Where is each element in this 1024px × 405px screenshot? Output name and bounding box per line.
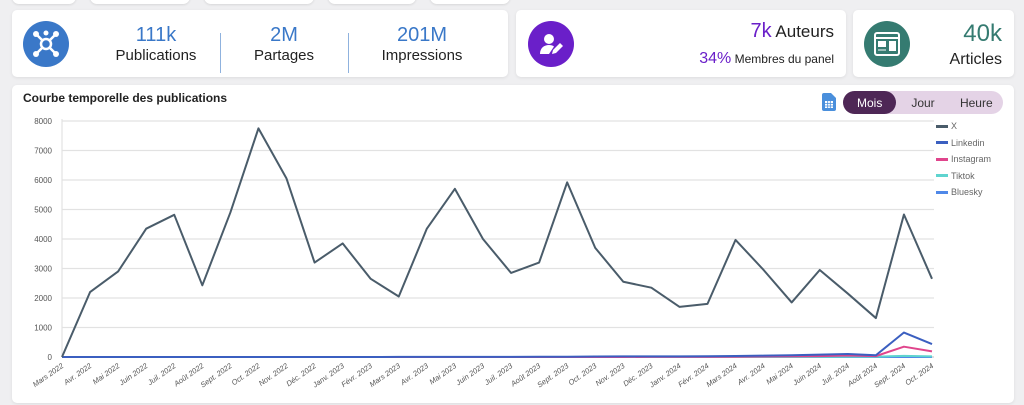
x-tick-label: Mars 2022 — [31, 361, 66, 389]
y-tick-label: 6000 — [34, 176, 52, 185]
stat-impressions: 201M Impressions — [362, 24, 482, 64]
toggle-heure[interactable]: Heure — [959, 95, 993, 110]
x-tick-label: Mars 2023 — [368, 361, 403, 389]
x-tick-label: Juin 2024 — [790, 361, 823, 388]
authors-card: 7k Auteurs 34% Membres du panel — [516, 10, 846, 77]
x-tick-label: Nov. 2022 — [257, 361, 290, 388]
stat-value: 111k — [135, 24, 177, 46]
stat-label: Partages — [253, 47, 315, 64]
top-tab[interactable] — [90, 0, 190, 4]
legend-label: Instagram — [951, 154, 992, 165]
top-tab[interactable] — [328, 0, 416, 4]
x-tick-label: Juin 2023 — [453, 361, 486, 388]
legend-label: X — [951, 121, 958, 132]
top-tab[interactable] — [430, 0, 510, 4]
stat-partages: 2M Partages — [224, 24, 344, 64]
toggle-jour[interactable]: Jour — [911, 95, 935, 110]
y-tick-label: 2000 — [34, 294, 52, 303]
articles-label: Articles — [949, 51, 1002, 68]
legend-item[interactable]: Tiktok — [936, 168, 991, 185]
x-tick-label: Sept. 2022 — [199, 361, 235, 390]
chart-legend: X Linkedin Instagram Tiktok Bluesky — [936, 118, 991, 201]
stat-label: Impressions — [381, 47, 463, 64]
x-tick-label: Mai 2022 — [91, 361, 122, 387]
x-tick-label: Juin 2022 — [117, 361, 150, 388]
y-tick-label: 4000 — [34, 235, 52, 244]
x-tick-label: Avr. 2023 — [398, 361, 431, 388]
chart-card — [12, 85, 1014, 403]
top-tab[interactable] — [12, 0, 76, 4]
stat-value: 201M — [396, 24, 448, 46]
legend-swatch — [936, 157, 948, 161]
x-tick-label: Mai 2024 — [764, 361, 794, 386]
legend-swatch — [936, 190, 948, 194]
publications-stats-card: 111k Publications 2M Partages 201M Impressi… — [12, 10, 508, 77]
legend-swatch — [936, 124, 948, 128]
user-edit-icon — [528, 21, 574, 67]
x-tick-label: Oct. 2024 — [903, 361, 935, 387]
stat-label: Publications — [115, 47, 197, 64]
articles-card: 40k Articles — [853, 10, 1014, 77]
stat-publications: 111k Publications — [96, 24, 216, 64]
legend-item[interactable]: Linkedin — [936, 135, 991, 152]
y-tick-label: 3000 — [34, 265, 52, 274]
legend-item[interactable]: Bluesky — [936, 184, 991, 201]
x-tick-label: Avr. 2022 — [61, 361, 94, 388]
legend-swatch — [936, 141, 948, 145]
panel-percent: 34% — [699, 50, 732, 67]
legend-swatch — [936, 174, 948, 178]
authors-label: Auteurs — [775, 22, 834, 41]
legend-label: Linkedin — [951, 137, 985, 148]
legend-item[interactable]: X — [936, 118, 991, 135]
granularity-toggle: Mois Jour Heure — [843, 91, 1003, 114]
divider — [220, 33, 221, 73]
x-tick-label: Mars 2024 — [705, 361, 739, 389]
x-tick-label: Sept. 2024 — [872, 361, 907, 389]
export-spreadsheet-icon[interactable] — [822, 93, 836, 116]
y-tick-label: 1000 — [34, 324, 52, 333]
legend-label: Bluesky — [951, 187, 983, 198]
divider — [348, 33, 349, 73]
y-tick-label: 8000 — [34, 117, 52, 126]
y-tick-label: 7000 — [34, 147, 52, 156]
x-tick-label: Févr. 2024 — [676, 361, 710, 389]
panel-line: 34% Membres du panel — [699, 50, 834, 68]
x-tick-label: Janv. 2023 — [310, 361, 346, 390]
y-tick-label: 5000 — [34, 206, 52, 215]
top-tab[interactable] — [204, 0, 314, 4]
panel-label: Membres du panel — [734, 52, 834, 66]
network-icon — [23, 21, 69, 67]
x-tick-label: Nov. 2023 — [594, 361, 627, 388]
toggle-mois[interactable]: Mois — [843, 91, 897, 114]
stat-value: 2M — [270, 24, 298, 46]
series-line-linkedin — [62, 331, 933, 358]
newspaper-icon — [864, 21, 910, 67]
legend-label: Tiktok — [951, 170, 975, 181]
chart-title: Courbe temporelle des publications — [23, 91, 228, 105]
authors-line: 7k Auteurs — [750, 20, 834, 43]
x-tick-label: Sept. 2023 — [535, 361, 571, 390]
x-tick-label: Oct. 2022 — [230, 361, 262, 388]
y-tick-label: 0 — [48, 353, 53, 362]
x-tick-label: Avr. 2024 — [735, 361, 767, 387]
series-line-x — [61, 127, 933, 358]
articles-value: 40k — [963, 20, 1002, 47]
x-tick-label: Oct. 2023 — [567, 361, 599, 388]
x-tick-label: Juil. 2024 — [819, 361, 851, 387]
authors-value: 7k — [750, 20, 772, 42]
x-tick-label: Mai 2023 — [428, 361, 459, 387]
legend-item[interactable]: Instagram — [936, 151, 991, 168]
